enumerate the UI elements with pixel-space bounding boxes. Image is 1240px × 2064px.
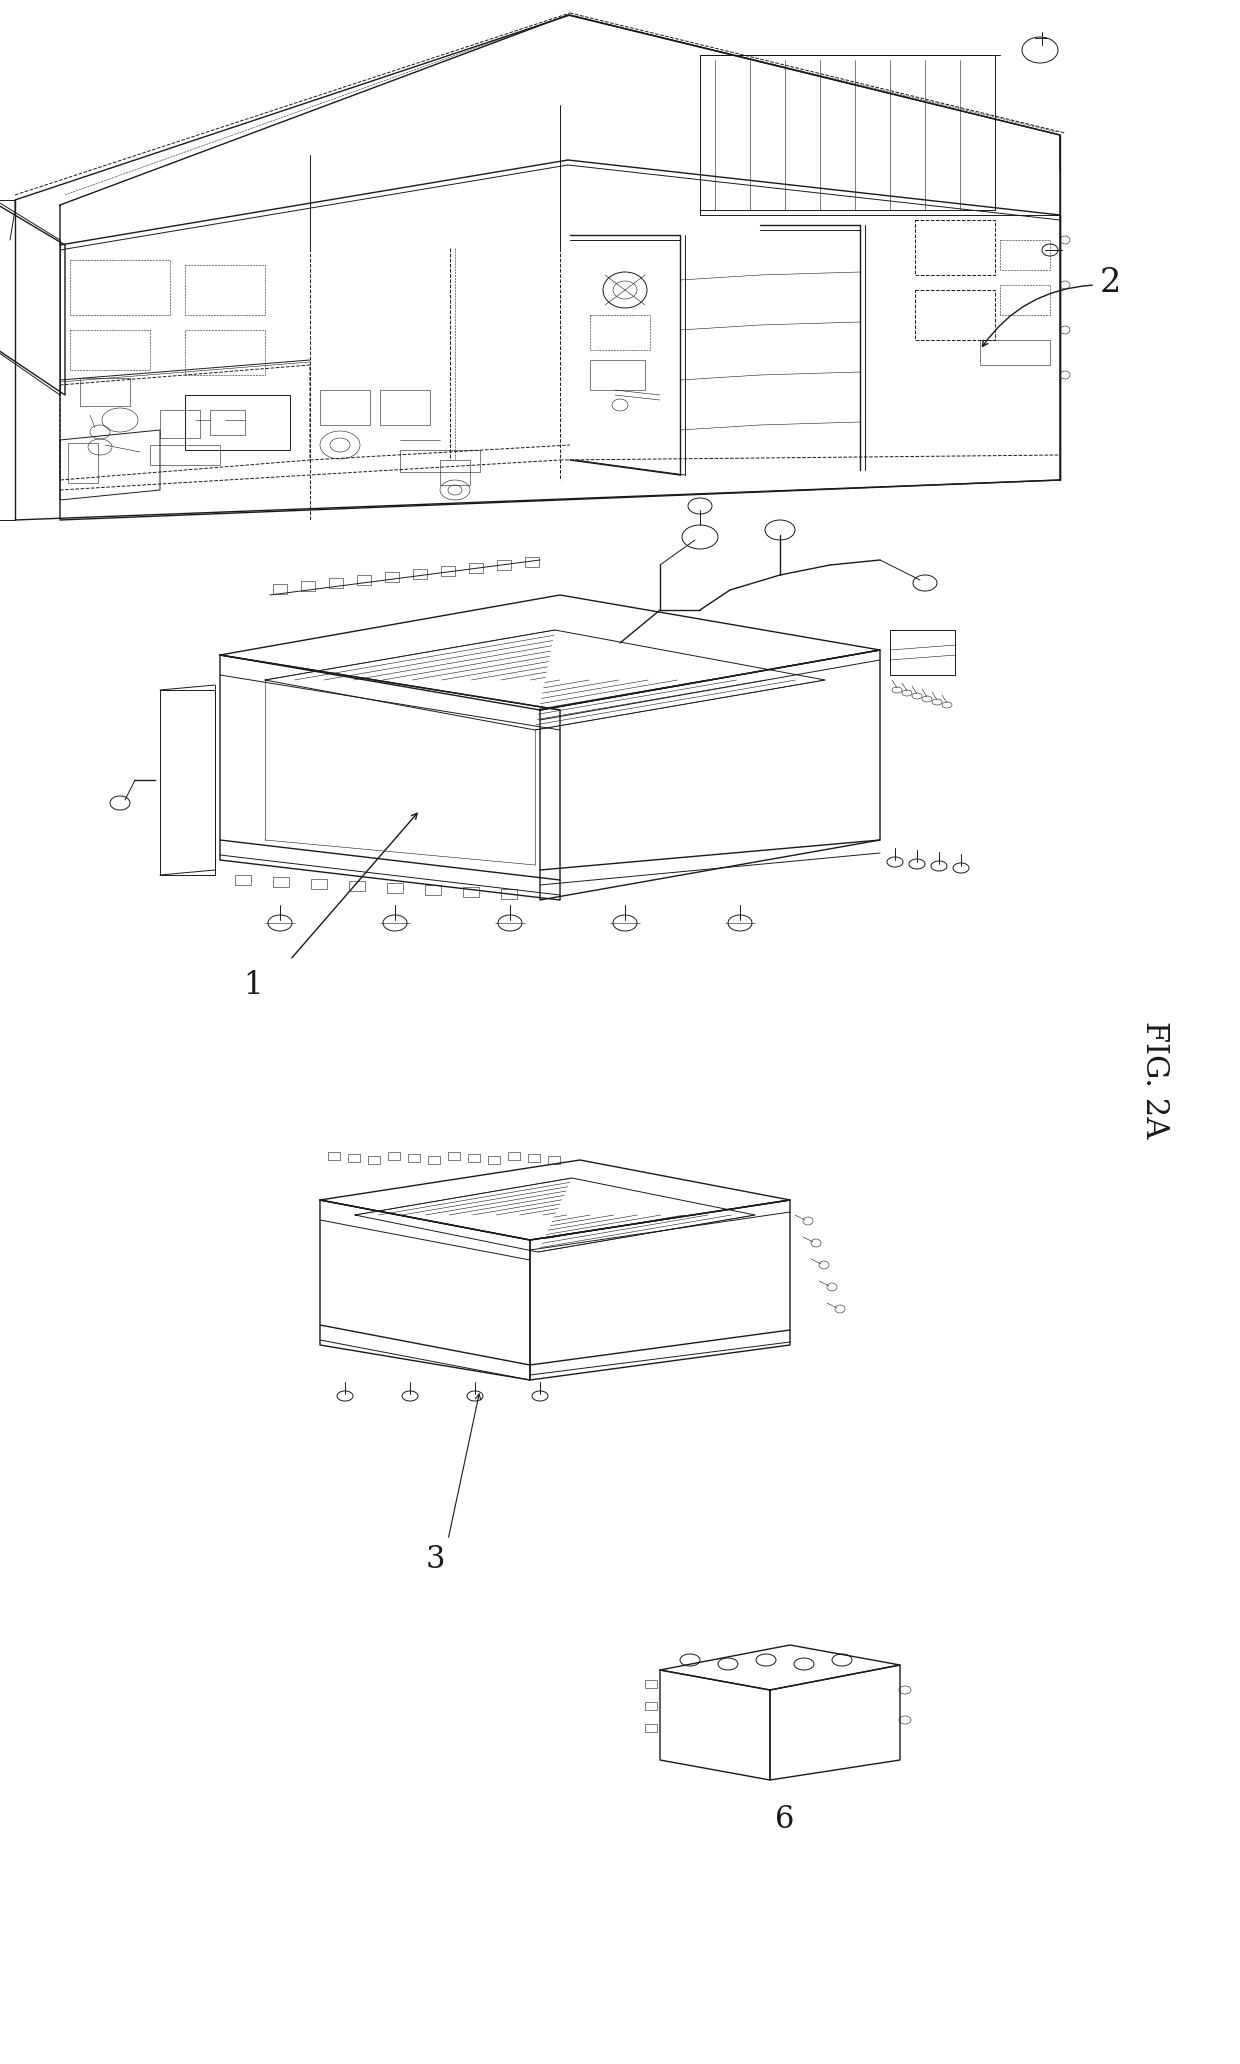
Bar xyxy=(528,1154,539,1162)
Bar xyxy=(508,1152,520,1160)
Bar xyxy=(69,260,170,316)
Bar xyxy=(150,446,219,464)
Bar xyxy=(357,576,371,584)
Text: 1: 1 xyxy=(243,970,263,1001)
Bar xyxy=(413,570,427,580)
Bar xyxy=(999,285,1050,316)
Bar xyxy=(463,888,479,898)
Bar xyxy=(401,450,480,473)
Bar xyxy=(590,359,645,390)
Bar xyxy=(441,566,455,576)
Bar xyxy=(273,584,286,594)
Bar xyxy=(301,580,315,590)
Bar xyxy=(448,1152,460,1160)
Bar xyxy=(489,1156,500,1164)
Bar xyxy=(384,572,399,582)
Bar xyxy=(408,1154,420,1162)
Bar xyxy=(467,1154,480,1162)
Bar xyxy=(999,239,1050,270)
Bar xyxy=(236,875,250,885)
Bar xyxy=(81,378,130,407)
Text: 6: 6 xyxy=(775,1804,795,1835)
Bar xyxy=(590,316,650,351)
Bar xyxy=(387,883,403,894)
Bar xyxy=(69,330,150,369)
Bar xyxy=(210,411,246,436)
Bar xyxy=(185,394,290,450)
Bar xyxy=(185,330,265,376)
Bar xyxy=(980,341,1050,365)
Bar xyxy=(68,444,98,483)
Bar xyxy=(311,879,327,890)
Bar xyxy=(320,390,370,425)
Bar xyxy=(525,557,539,568)
Bar xyxy=(160,411,200,438)
Text: FIG. 2A: FIG. 2A xyxy=(1140,1022,1171,1139)
Bar xyxy=(469,563,484,574)
Bar xyxy=(273,877,289,888)
Bar xyxy=(348,1154,360,1162)
Bar xyxy=(890,630,955,675)
Bar xyxy=(645,1723,657,1732)
Bar xyxy=(428,1156,440,1164)
Bar xyxy=(329,1152,340,1160)
Bar xyxy=(379,390,430,425)
Bar xyxy=(497,559,511,570)
Bar xyxy=(501,890,517,900)
Bar xyxy=(915,291,994,341)
Bar xyxy=(388,1152,401,1160)
Bar xyxy=(368,1156,379,1164)
Bar xyxy=(425,885,441,896)
Bar xyxy=(160,689,215,875)
Text: 2: 2 xyxy=(1100,266,1121,299)
Bar xyxy=(440,460,470,485)
Bar xyxy=(329,578,343,588)
Bar xyxy=(548,1156,560,1164)
Text: 3: 3 xyxy=(425,1544,445,1575)
Bar xyxy=(915,221,994,275)
Bar xyxy=(645,1703,657,1709)
Bar xyxy=(701,56,994,211)
Bar xyxy=(348,881,365,892)
Bar xyxy=(645,1680,657,1688)
Bar xyxy=(185,264,265,316)
